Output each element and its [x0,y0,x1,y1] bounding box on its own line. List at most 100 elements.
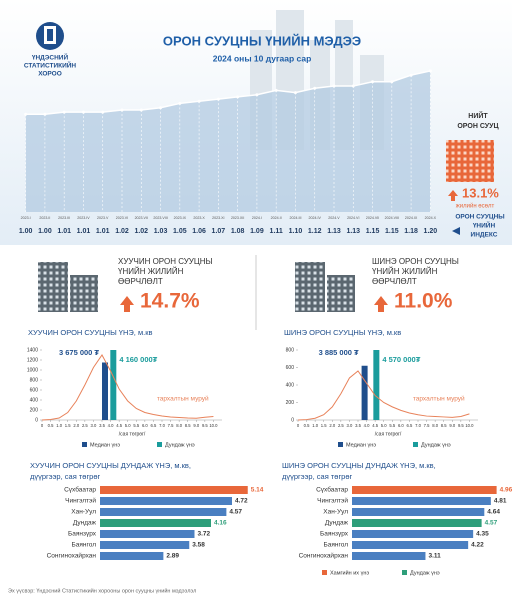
x-tick-label: 2024.VI [347,216,359,220]
bar [352,552,426,560]
value-label: 4.35 [476,531,489,538]
index-growth-label: жилийн өсөлт [456,203,495,210]
curve-label: тархалтын муруй [413,395,465,403]
x-tick-label: 3.0 [347,423,353,428]
category-label: Дундаж [73,520,97,527]
x-tick-label: 2.0 [73,423,79,428]
chart-title: ХУУЧИН ОРОН СУУЦНЫ ҮНЭ, м.кв [28,328,152,337]
panel-title: ШИНЭ ОРОН СУУЦНЫ [372,257,459,266]
index-point [332,84,336,88]
chart-subtitle: дүүргээр, сая төгрөг [30,472,101,481]
value-label: 4.57 [229,509,242,516]
value-label: 1.10 [289,228,303,235]
bar [352,486,497,494]
bar [100,530,195,538]
x-tick-label: 9.0 [449,423,455,428]
x-tick-label: 2024.V [328,216,340,220]
x-tick-label: 6.0 [398,423,404,428]
value-label: 1.01 [77,228,91,235]
legend-label: Дундаж үнэ [421,442,451,448]
x-tick-label: 2024.IV [309,216,322,220]
x-tick-label: 8.5 [441,423,447,428]
x-tick-label: 2024.II [271,216,282,220]
x-tick-label: 7.0 [159,423,165,428]
bar [100,552,164,560]
x-tick-label: 0.5 [304,423,310,428]
category-label: Баянзүрх [320,531,349,538]
legend-swatch [413,442,418,447]
index-area [25,70,431,212]
category-label: Дундаж [325,520,349,527]
logo [36,22,64,50]
y-tick-label: 1400 [27,347,38,353]
legend-swatch [402,570,407,575]
x-tick-label: 3.5 [99,423,105,428]
up-arrow [374,296,388,312]
index-point [236,95,240,99]
index-arrow [452,227,460,235]
legend-swatch [157,442,162,447]
index-point [409,73,413,77]
x-tick-label: 4.5 [372,423,378,428]
index-point [197,99,201,103]
value-label: 1.13 [327,228,341,235]
value-label: 1.06 [192,228,206,235]
index-point [255,93,259,97]
subtitle: 2024 оны 10 дугаар сар [213,53,312,63]
x-tick-label: 2023.V [97,216,109,220]
panel-title: ХУУЧИН ОРОН СУУЦНЫ [118,257,213,266]
curve-label: тархалтын муруй [157,395,209,403]
x-tick-label: 5.0 [125,423,131,428]
index-label: ОРОН СУУЦНЫ [455,214,504,221]
y-tick-label: 400 [286,382,295,388]
legend-swatch [82,442,87,447]
index-point [101,110,105,114]
category-label: Баянгол [324,542,349,549]
category-label: Чингэлтэй [65,497,96,505]
marker-label: 3 885 000 ₮ [319,348,359,357]
y-tick-label: 0 [35,417,38,423]
x-tick-label: 2.5 [338,423,344,428]
building-icon [327,275,355,312]
y-tick-label: 0 [291,417,294,423]
x-tick-label: 7.0 [415,423,421,428]
x-tick-label: 2024.I [252,216,262,220]
x-tick-label: 2024.VIII [385,216,399,220]
bar [100,541,190,549]
building-icon [295,262,325,312]
up-arrow [448,190,458,201]
x-tick-label: 2023.XI [212,216,224,220]
panel-change: 11.0% [394,290,453,313]
value-label: 4.57 [485,520,498,527]
category-label: Баянгол [72,542,97,549]
bar [352,530,474,538]
index-line [25,70,431,116]
x-tick-label: 2023.XII [231,216,244,220]
source: Эх үүсвэр: Үндэсний Статистикийн хорооны… [8,587,196,594]
legend-label: Медиан үнэ [346,442,376,448]
category-label: Сүхбаатар [64,486,96,494]
x-tick-label: 2023.I [21,216,31,220]
bar [100,519,211,527]
x-tick-label: 6.5 [407,423,413,428]
value-label: 1.05 [173,228,187,235]
logo-text: СТАТИСТИКИЙН [24,61,77,70]
bar [352,508,485,516]
index-point [293,91,297,95]
value-label: 1.02 [115,228,129,235]
index-point [371,80,375,84]
index-point [81,110,85,114]
y-tick-label: 1200 [27,357,38,363]
y-tick-label: 800 [30,377,39,383]
index-point [139,108,143,112]
chart-title: ШИНЭ ОРОН СУУЦНЫ ҮНЭ, м.кв [284,328,401,337]
category-label: Хан-Уул [323,509,348,516]
index-title: ОРОН СУУЦ [457,123,499,130]
x-tick-label: 6.5 [151,423,157,428]
y-tick-label: 200 [286,400,295,406]
value-label: 4.72 [235,498,248,505]
x-tick-label: 4.5 [116,423,122,428]
up-arrow [120,296,134,312]
value-label: 1.01 [57,228,71,235]
index-point [178,101,182,105]
